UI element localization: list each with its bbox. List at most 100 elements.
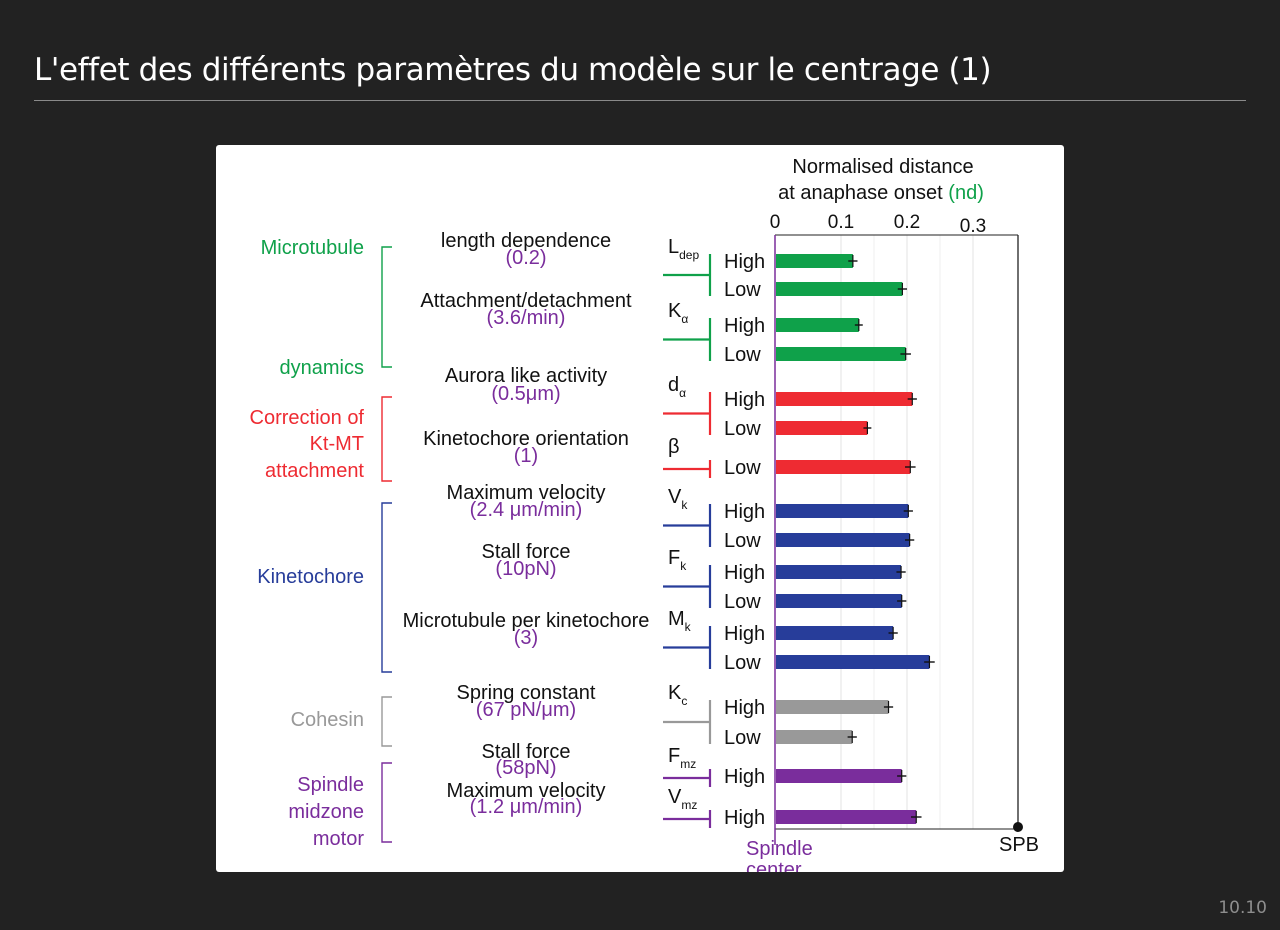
symbol-subscript: mz (681, 798, 697, 812)
slide-number: 10.10 (1218, 898, 1267, 918)
parameter-symbol: Vk (668, 486, 688, 512)
bar (776, 392, 913, 406)
bar (776, 700, 889, 714)
parameter-name: Maximum velocity (447, 482, 606, 504)
x-tick-label: 0.3 (960, 216, 986, 237)
bar-level-label: High (724, 766, 765, 788)
group-bracket (381, 762, 392, 843)
parameter-default: (1.2 μm/min) (470, 796, 583, 818)
symbol-subscript: k (685, 620, 692, 634)
parameter-symbol: Fk (668, 547, 687, 573)
symbol-main: K (668, 682, 682, 704)
bar (776, 504, 909, 518)
group-label: Kt-MT (310, 433, 364, 455)
symbol-main: d (668, 374, 679, 396)
group-label: Kinetochore (257, 566, 364, 588)
bar (776, 769, 902, 783)
parameter-default: (67 pN/μm) (476, 699, 576, 721)
parameter-symbol: dα (668, 374, 686, 400)
symbol-main: L (668, 236, 679, 258)
symbol-subscript: dep (679, 248, 699, 262)
symbol-main: M (668, 608, 685, 630)
x-tick-label: 0.1 (828, 212, 854, 233)
bar-level-label: Low (724, 279, 761, 301)
axis-layer: Normalised distance at anaphase onset (nd… (746, 156, 1039, 872)
group-bracket (381, 502, 392, 673)
parameter-name: Kinetochore orientation (423, 428, 629, 450)
bar (776, 254, 853, 268)
parameter-name: Attachment/detachment (420, 290, 632, 312)
parameter-symbol: Fmz (668, 745, 696, 771)
bar (776, 533, 910, 547)
parameter-name: length dependence (441, 230, 611, 252)
x-tick-label: 0 (770, 212, 781, 233)
group-label: attachment (265, 460, 364, 482)
title-divider (34, 100, 1246, 101)
parameter-name: Microtubule per kinetochore (403, 610, 650, 632)
group-label: dynamics (280, 357, 364, 379)
parameter-default: (58pN) (495, 757, 556, 779)
bar-level-label: High (724, 251, 765, 273)
parameter-default: (3) (514, 627, 538, 649)
bar (776, 318, 859, 332)
bar-layer (776, 254, 935, 824)
bar (776, 810, 917, 824)
parameter-default: (10pN) (495, 558, 556, 580)
bar (776, 730, 853, 744)
spindle-center-label: center (746, 859, 802, 872)
bar-level-label: High (724, 389, 765, 411)
parameter-name: Stall force (482, 741, 571, 763)
chart-title-unit: (nd) (948, 182, 984, 204)
symbol-subscript: α (681, 312, 688, 326)
symbol-subscript: α (679, 386, 686, 400)
symbol-main: F (668, 547, 680, 569)
symbol-main: V (668, 486, 682, 508)
parameter-symbol: Mk (668, 608, 692, 634)
slide-title: L'effet des différents paramètres du mod… (34, 52, 992, 88)
spb-marker (1013, 822, 1023, 832)
parameter-default: (2.4 μm/min) (470, 499, 583, 521)
bar-level-label: High (724, 807, 765, 829)
bar-level-label: Low (724, 727, 761, 749)
bar (776, 421, 868, 435)
parameter-symbol: Ldep (668, 236, 699, 262)
parameter-symbol: Vmz (668, 786, 697, 812)
parameter-name: Spring constant (457, 682, 596, 704)
group-label: Spindle (297, 774, 364, 796)
parameter-default: (1) (514, 445, 538, 467)
spindle-center-label: Spindle (746, 838, 813, 860)
bar-level-label: High (724, 562, 765, 584)
parameter-symbol: Kα (668, 300, 688, 326)
bar (776, 594, 902, 608)
chart-title-line2: at anaphase onset (nd) (778, 182, 984, 204)
group-label: Cohesin (291, 709, 364, 731)
bar-level-label: Low (724, 591, 761, 613)
symbol-subscript: k (680, 559, 687, 573)
chart-title-line1: Normalised distance (792, 156, 973, 178)
group-label: motor (313, 828, 364, 850)
symbol-main: V (668, 786, 682, 808)
group-bracket (381, 396, 392, 482)
bar-level-label: Low (724, 344, 761, 366)
row-labels: Microtubule dynamics length dependence(0.2… (250, 230, 766, 850)
parameter-symbol: Kc (668, 682, 687, 708)
parameter-name: Aurora like activity (445, 365, 607, 387)
bar-level-label: High (724, 315, 765, 337)
grid-layer (840, 235, 974, 829)
parameter-name: Maximum velocity (447, 780, 606, 802)
parameter-symbol: β (668, 436, 680, 458)
symbol-main: K (668, 300, 682, 322)
parameter-effect-chart: Microtubule dynamics length dependence(0.2… (250, 156, 1040, 872)
symbol-subscript: k (681, 498, 688, 512)
symbol-main: β (668, 436, 680, 458)
bar-level-label: High (724, 623, 765, 645)
bar (776, 347, 906, 361)
parameter-default: (0.2) (505, 247, 546, 269)
x-tick-label: 0.2 (894, 212, 920, 233)
group-label: Correction of (250, 407, 365, 429)
bar (776, 460, 911, 474)
bar-level-label: Low (724, 457, 761, 479)
parameter-default: (0.5μm) (491, 383, 560, 405)
bar-level-label: High (724, 501, 765, 523)
bar (776, 282, 903, 296)
